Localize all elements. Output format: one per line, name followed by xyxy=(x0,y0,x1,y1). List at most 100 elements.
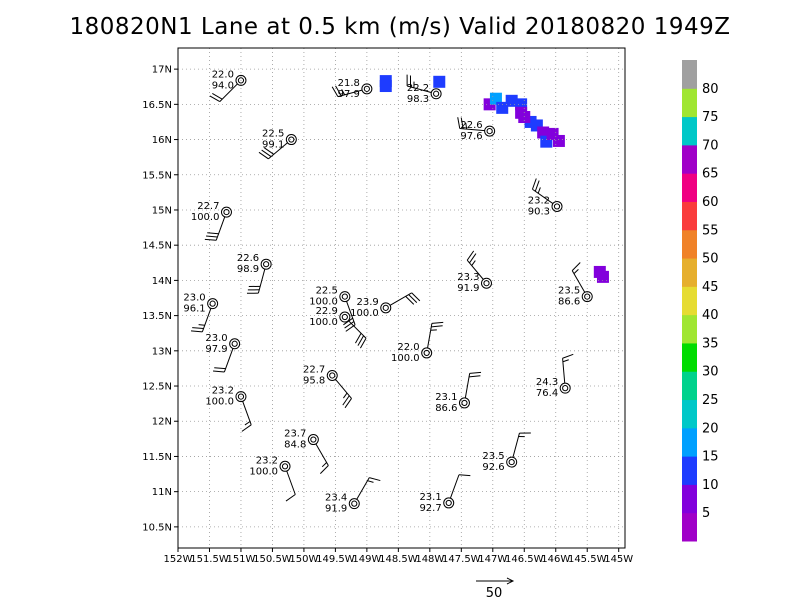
y-tick-label: 15N xyxy=(152,205,172,216)
wind-barb-staff xyxy=(348,320,367,339)
station-outer-ring xyxy=(235,74,247,86)
station-outer-ring xyxy=(559,382,571,394)
station-pressure: 97.6 xyxy=(460,131,482,142)
colorbar-swatch xyxy=(682,60,697,89)
station-pressure: 92.6 xyxy=(482,462,504,473)
wind-barb-feather xyxy=(469,253,477,264)
station: 22.698.9 xyxy=(237,253,272,294)
station-pressure: 95.8 xyxy=(303,375,325,386)
colorbar-swatch xyxy=(682,314,697,344)
y-tick-label: 15.5N xyxy=(142,170,172,181)
station: 21.897.9 xyxy=(331,78,373,100)
wind-barb-staff xyxy=(466,259,484,280)
colorbar-swatch xyxy=(682,201,697,231)
wind-barb-half-feather xyxy=(537,187,541,194)
station-outer-ring xyxy=(506,456,518,468)
grid-layer xyxy=(177,48,625,548)
station-pressure: 91.9 xyxy=(457,283,479,294)
station-inner-ring xyxy=(341,293,348,300)
wind-barb-feather xyxy=(209,95,220,103)
station-pressure: 100.0 xyxy=(309,297,338,308)
colorbar-swatch xyxy=(682,399,697,429)
wind-barb-feather xyxy=(359,337,367,349)
station-temperature: 22.6 xyxy=(460,120,482,131)
wind-barb-feather xyxy=(571,262,581,271)
colorbar-swatch xyxy=(682,512,697,542)
station-pressure: 86.6 xyxy=(558,297,580,308)
wind-barb-feather xyxy=(369,477,381,482)
station-temperature: 23.1 xyxy=(435,392,457,403)
station-inner-ring xyxy=(382,304,389,311)
station-outer-ring xyxy=(229,338,241,350)
station-pressure: 90.3 xyxy=(528,206,550,217)
wind-barb-feather xyxy=(285,494,296,502)
station: 23.290.3 xyxy=(528,178,563,217)
wind-barb-feather xyxy=(469,371,482,374)
wind-barb-feather xyxy=(431,321,444,324)
station-temperature: 23.5 xyxy=(558,286,580,297)
rain-cell xyxy=(596,270,609,283)
wind-barb-feather xyxy=(192,327,204,330)
y-tick-label: 12N xyxy=(152,417,172,428)
station-layer: 22.094.0 21.897.922.298.322.697.622.599.1… xyxy=(183,69,593,515)
x-tick-label: 151W xyxy=(226,554,255,565)
x-tick-label: 147.5W xyxy=(442,554,481,565)
wind-barb-feather xyxy=(344,398,352,409)
station-inner-ring xyxy=(461,399,468,407)
wind-barb-feather xyxy=(343,317,353,326)
colorbar-label: 80 xyxy=(702,82,719,97)
scale-arrow-head xyxy=(506,577,515,585)
x-tick-label: 145.5W xyxy=(568,554,607,565)
station-pressure: 84.8 xyxy=(284,440,306,451)
wind-barb-staff xyxy=(562,358,566,384)
colorbar-label: 35 xyxy=(702,336,719,351)
station: 22.094.0 xyxy=(209,69,247,103)
rain-cell xyxy=(433,75,446,88)
station-inner-ring xyxy=(486,127,493,135)
station-temperature: 23.1 xyxy=(419,492,441,503)
y-tick-label: 14.5N xyxy=(142,241,172,252)
wind-barb-half-feather xyxy=(342,392,348,399)
station-pressure: 100.0 xyxy=(350,308,379,319)
rain-cell xyxy=(518,111,531,124)
station-inner-ring xyxy=(231,340,238,347)
station-outer-ring xyxy=(260,258,272,270)
colorbar-swatch xyxy=(682,456,697,485)
station-temperature: 22.6 xyxy=(237,253,259,264)
plot-frame xyxy=(177,47,626,549)
station: 23.192.7 xyxy=(419,474,471,514)
wind-barb-staff xyxy=(571,270,586,293)
station: 23.586.6 xyxy=(558,262,593,308)
station: 22.795.8 xyxy=(303,364,352,409)
wind-barb-staff xyxy=(449,474,460,499)
station: 23.784.8 xyxy=(284,429,329,474)
colorbar-swatch xyxy=(682,258,697,287)
station-inner-ring xyxy=(423,349,430,357)
y-tick-label: 10.5N xyxy=(142,522,172,533)
station-inner-ring xyxy=(310,436,317,443)
rain-cell xyxy=(530,119,543,132)
colorbar-label: 20 xyxy=(702,421,719,436)
wind-barb-feather xyxy=(531,178,537,190)
colorbar-label: 70 xyxy=(702,138,719,153)
wind-barb-feather xyxy=(408,294,418,303)
station-temperature: 22.7 xyxy=(303,364,325,375)
wind-barb-half-feather xyxy=(321,462,327,468)
x-tick-label: 148W xyxy=(415,554,444,565)
colorbar-label: 60 xyxy=(702,195,719,210)
wind-barb-half-feather xyxy=(465,122,468,130)
station-inner-ring xyxy=(209,300,216,307)
wind-barb-feather xyxy=(241,424,252,432)
station-outer-ring xyxy=(380,302,392,314)
station: 23.592.6 xyxy=(482,432,531,473)
wind-barb-feather xyxy=(264,147,274,155)
rain-cell xyxy=(489,92,502,105)
station-temperature: 23.0 xyxy=(205,333,227,344)
station: 22.298.3 xyxy=(406,74,442,105)
wind-barb-staff xyxy=(268,142,288,160)
rain-layer xyxy=(379,75,609,283)
colorbar-swatch xyxy=(682,88,697,118)
y-tick-label: 14N xyxy=(152,276,172,287)
colorbar-swatch xyxy=(682,371,697,401)
